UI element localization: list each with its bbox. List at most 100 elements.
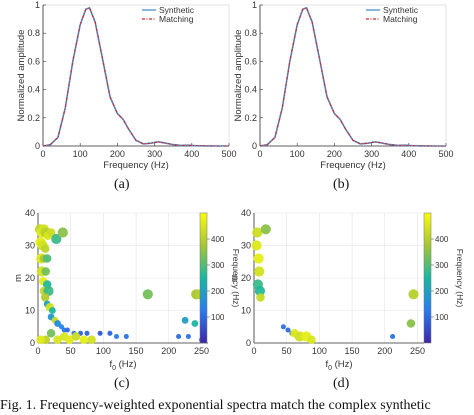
data-point [142,289,153,300]
colorbar [199,212,208,344]
legend-label-synthetic: Synthetic [159,5,195,15]
y-tick-label: 40 [25,208,35,218]
x-tick-label: 400 [184,149,199,159]
data-point [280,324,286,330]
data-point [113,333,120,340]
colorbar-tick-label: 300 [435,261,449,270]
data-point [64,327,70,333]
panel-d-scatter-chart: 0 50 100 150 200 250 0 10 20 30 40 f0 (Hz) m 100 200 30… [229,208,465,372]
data-point [54,320,61,327]
data-point [254,285,265,297]
y-tick-label: 20 [241,273,251,283]
y-tick-label: 30 [241,241,251,251]
x-tick-label: 200 [161,346,176,356]
y-tick-label: 0.4 [27,85,40,95]
y-axis-title: m [13,274,24,282]
colorbar-tick-label: 300 [211,261,225,270]
colorbar-tick-label: 400 [211,235,225,244]
colorbar-tick-label: 400 [435,235,449,244]
data-point [185,333,191,340]
x-tick-label: 100 [96,346,111,356]
caption-a: (a) [114,177,130,192]
panel-a-line-chart: 0 100 200 300 400 500 0 0.2 0.4 0.6 0.8 1 Frequency … [16,0,237,171]
data-point [253,253,264,264]
x-tick-label: 50 [66,346,76,356]
data-point [42,254,52,263]
x-tick-label: 250 [410,346,425,356]
y-axis-title: Normalized amplitude [233,30,244,122]
data-point [41,267,51,276]
data-point [181,316,189,324]
y-tick-label: 0.6 [27,56,40,66]
data-point [49,307,56,314]
data-point [46,329,56,338]
x-axis-title: Frequency (Hz) [320,160,385,171]
data-point [79,335,89,345]
y-tick-label: 20 [25,273,35,283]
data-point [254,266,265,277]
y-tick-label: 40 [241,208,251,218]
colorbar-tick-label: 200 [435,287,449,296]
data-point [252,227,263,238]
y-tick-label: 30 [25,241,35,251]
data-point [87,335,96,345]
data-point [406,319,416,328]
data-point [408,289,419,300]
figure-caption: Fig. 1. Frequency-weighted exponential s… [0,398,431,413]
data-point [40,293,50,302]
y-tick-label: 10 [25,306,35,316]
data-point [65,335,74,345]
x-axis-title: f0 (Hz) [325,359,352,372]
x-tick-label: 150 [129,346,144,356]
x-tick-label: 0 [40,149,45,159]
y-axis-title: m [229,274,240,282]
series-line-synthetic [259,6,446,147]
data-point [307,335,316,345]
legend-label-matching: Matching [159,14,194,24]
caption-d: (d) [333,376,350,391]
y-tick-label: 0.4 [244,85,257,95]
caption-c: (c) [114,376,130,391]
panel-b-line-chart: 0 100 200 300 400 500 0 0.2 0.4 0.6 0.8 1 Frequency … [233,0,454,171]
data-point [260,224,271,235]
y-tick-label: 0.2 [244,113,257,123]
x-tick-label: 500 [221,149,236,159]
series-line-matching [42,7,229,147]
data-point [40,244,50,254]
x-tick-label: 100 [312,346,327,356]
x-tick-label: 200 [377,346,392,356]
y-tick-label: 0.2 [27,113,40,123]
x-tick-label: 0 [251,346,256,356]
data-point [176,333,182,340]
series-line-matching [259,7,446,147]
data-point [57,227,68,238]
data-point [191,320,199,327]
data-point [123,333,129,340]
x-tick-label: 300 [364,149,379,159]
legend-label-synthetic: Synthetic [383,5,419,15]
x-axis-title: f0 (Hz) [109,359,136,372]
x-tick-label: 250 [194,346,209,356]
data-point [71,332,81,341]
data-point [46,228,56,237]
panel-c-scatter-chart: 0 50 100 150 200 250 0 10 20 30 40 f0 (Hz) m 100 200 30… [13,208,241,372]
data-point [36,335,45,345]
y-tick-label: 1 [252,0,257,10]
data-point [53,335,62,345]
data-point [84,330,90,336]
y-tick-label: 0 [252,141,257,151]
x-tick-label: 200 [110,149,125,159]
data-point [97,330,103,336]
colorbar-tick-label: 100 [211,313,225,322]
data-point [251,240,262,251]
x-tick-label: 400 [401,149,416,159]
data-point [107,330,113,336]
data-point [390,333,396,340]
y-tick-label: 0.8 [27,28,40,38]
colorbar-tick-label: 200 [211,287,225,296]
data-point [285,327,291,333]
x-tick-label: 0 [35,346,40,356]
x-tick-label: 0 [257,149,262,159]
x-tick-label: 300 [147,149,162,159]
